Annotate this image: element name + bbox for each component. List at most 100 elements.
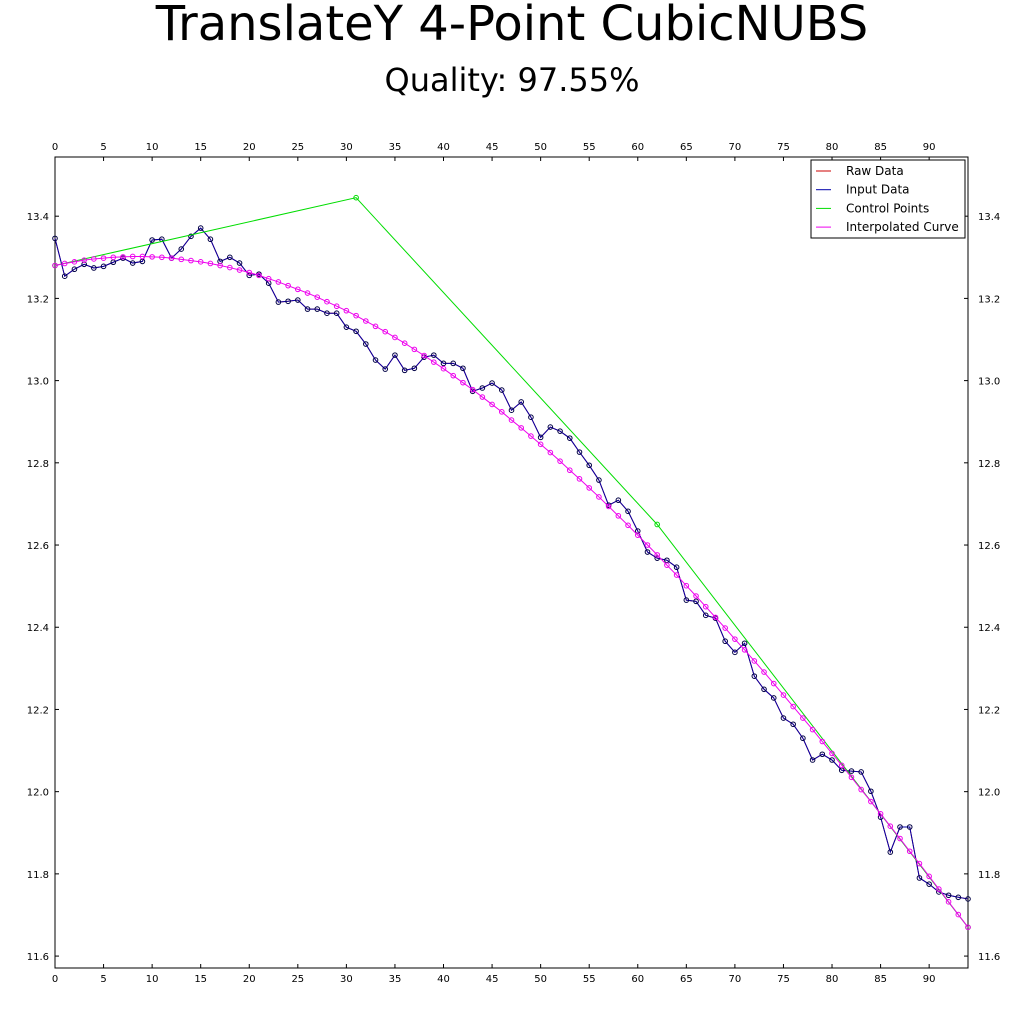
data-point	[265, 275, 272, 282]
data-point	[770, 680, 777, 687]
x-tick-label: 0	[52, 974, 58, 985]
data-point	[246, 269, 253, 276]
y-tick-label: 13.0	[27, 377, 49, 388]
data-point	[566, 435, 573, 441]
data-point	[217, 262, 223, 269]
x-tick-label: 35	[389, 974, 402, 985]
data-point	[52, 262, 58, 269]
data-point	[809, 757, 816, 763]
y-tick-label: 12.0	[978, 788, 1000, 799]
data-point	[537, 441, 544, 448]
data-point	[61, 273, 68, 280]
data-point	[887, 823, 894, 829]
data-point	[295, 297, 301, 303]
data-point	[877, 811, 884, 817]
series-line	[54, 227, 969, 900]
data-point	[829, 757, 835, 763]
data-point	[770, 695, 777, 701]
data-point	[809, 726, 816, 733]
data-point	[353, 312, 359, 319]
y-tick-label: 11.6	[27, 952, 49, 963]
x-tick-label: 90	[923, 142, 936, 153]
x-tick-label: 5	[100, 142, 106, 153]
x-tick-label: 35	[389, 142, 402, 153]
chart-subtitle: Quality: 97.55%	[385, 61, 640, 99]
data-point	[197, 259, 204, 265]
data-point	[557, 458, 563, 464]
x-tick-label: 80	[826, 142, 839, 153]
data-point	[207, 236, 214, 243]
data-point	[324, 310, 330, 316]
data-point	[81, 257, 87, 263]
data-point	[401, 367, 408, 374]
data-point	[702, 612, 709, 619]
series-line	[54, 255, 969, 928]
data-point	[430, 359, 437, 365]
data-point	[576, 476, 583, 482]
data-point	[382, 366, 389, 372]
data-point	[693, 593, 699, 599]
data-point	[178, 246, 185, 252]
data-point	[71, 259, 78, 265]
data-point	[285, 282, 291, 289]
data-point	[596, 494, 602, 500]
data-point	[188, 257, 194, 264]
data-point	[285, 298, 291, 305]
data-point	[897, 824, 903, 830]
y-tick-label: 12.4	[978, 623, 1000, 634]
x-tick-label: 85	[874, 142, 887, 153]
y-tick-label: 13.2	[27, 294, 49, 305]
data-point	[469, 386, 476, 393]
data-point	[129, 253, 136, 260]
data-point	[460, 365, 466, 372]
data-point	[236, 260, 243, 266]
data-point	[498, 409, 505, 415]
data-point	[654, 555, 660, 561]
data-point	[926, 873, 932, 880]
data-point	[168, 255, 175, 261]
data-point	[586, 462, 593, 469]
y-tick-label: 12.8	[978, 459, 1000, 470]
y-tick-label: 12.8	[27, 459, 49, 470]
data-point	[392, 352, 398, 358]
data-point	[275, 279, 282, 285]
x-tick-label: 70	[729, 142, 742, 153]
data-point	[654, 552, 660, 558]
data-point	[955, 911, 962, 918]
data-point	[761, 686, 767, 693]
data-point	[372, 357, 379, 363]
data-point	[91, 256, 97, 262]
data-point	[159, 254, 165, 261]
data-point	[625, 522, 631, 529]
data-point	[664, 562, 670, 568]
x-tick-label: 20	[243, 142, 256, 153]
data-point	[518, 399, 525, 405]
data-point	[819, 738, 826, 745]
x-tick-label: 55	[583, 974, 596, 985]
legend-label: Input Data	[846, 183, 910, 197]
data-point	[479, 394, 486, 400]
data-point	[304, 290, 311, 296]
data-point	[702, 603, 709, 610]
data-point	[71, 266, 78, 273]
data-point	[615, 497, 622, 504]
data-point	[936, 886, 942, 892]
data-point	[227, 254, 233, 261]
data-point	[897, 835, 903, 842]
x-tick-label: 70	[729, 974, 742, 985]
x-tick-label: 65	[680, 974, 693, 985]
x-tick-label: 50	[534, 974, 547, 985]
data-point	[800, 715, 806, 721]
legend-label: Control Points	[846, 201, 929, 215]
data-point	[732, 649, 738, 656]
data-point	[363, 318, 369, 324]
y-tick-label: 12.6	[978, 541, 1000, 552]
data-point	[644, 542, 651, 548]
data-point	[906, 824, 913, 830]
data-point	[508, 407, 515, 414]
data-point	[790, 721, 796, 728]
data-point	[314, 294, 321, 300]
chart-title: TranslateY 4-Point CubicNUBS	[155, 0, 869, 52]
y-tick-label: 11.8	[27, 870, 49, 881]
x-tick-label: 80	[826, 974, 839, 985]
